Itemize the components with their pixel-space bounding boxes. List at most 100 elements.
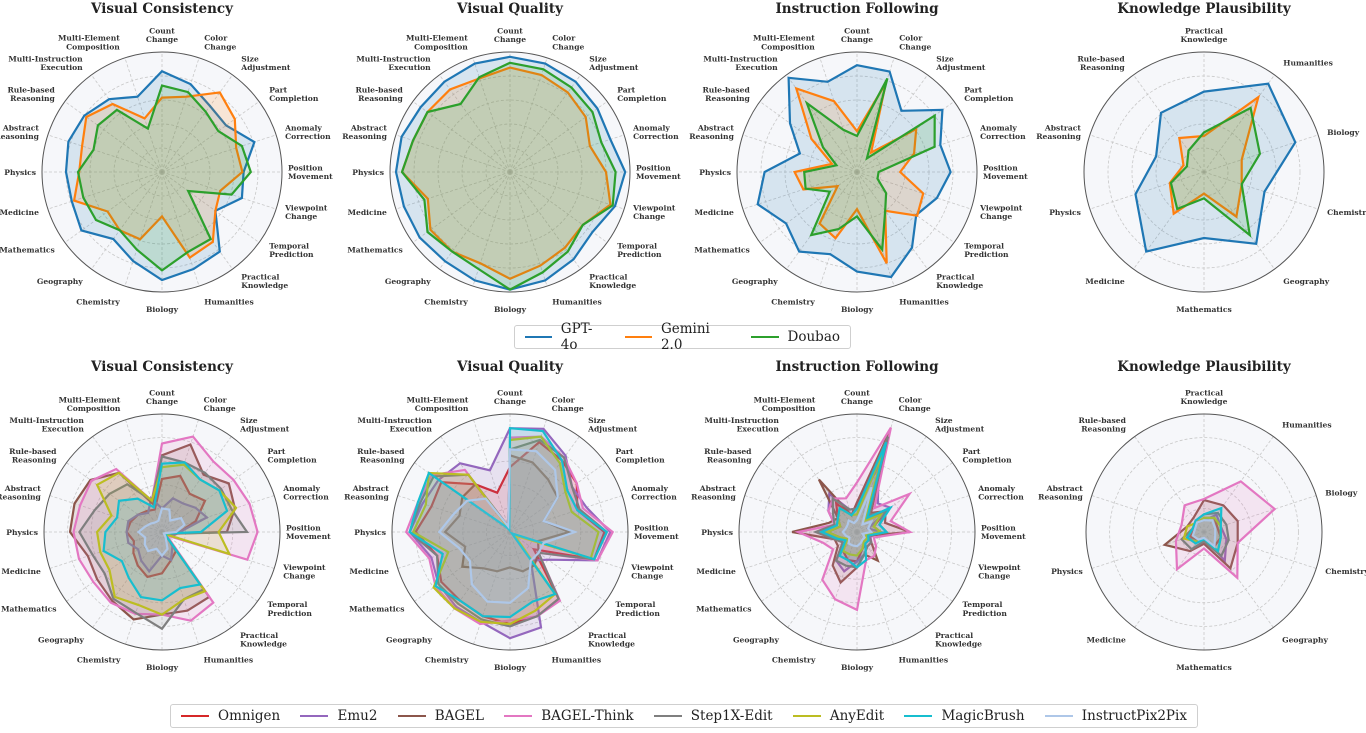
axis-spoke	[91, 171, 163, 270]
axis-spoke	[856, 171, 955, 243]
legend-item-omnigen: Omnigen	[181, 708, 280, 724]
radar-chart-knowledge-plausibility: Practical Knowledge Humanities Biology Chemi…	[1038, 359, 1366, 672]
axis-label-part-completion: Part Completion	[269, 86, 319, 104]
axis-label-rule-based-reasoning: Rule-based Reasoning	[704, 447, 752, 465]
axis-label-mathematics: Mathematics	[1176, 663, 1231, 672]
axis-label-temporal-prediction: Temporal Prediction	[616, 600, 661, 618]
axis-label-rule-based-reasoning: Rule-based Reasoning	[702, 86, 750, 104]
legend-swatch	[792, 715, 821, 717]
axis-label-physics: Physics	[4, 168, 36, 177]
axis-label-medicine: Medicine	[697, 567, 736, 576]
axis-label-humanities: Humanities	[204, 298, 254, 307]
grid-ring	[137, 147, 187, 197]
legend-item-doubao: Doubao	[750, 329, 840, 345]
center-dot	[1202, 530, 1206, 534]
axis-spoke	[47, 134, 163, 173]
axis-label-anomaly-correction: Anomaly Correction	[977, 484, 1024, 502]
axis-label-size-adjustment: Size Adjustment	[240, 54, 291, 72]
chart-title: Knowledge Plausibility	[1117, 1, 1292, 17]
axis-label-multi-instruction-execution: Multi-Instruction Execution	[358, 416, 433, 434]
axis-label-humanities: Humanities	[899, 298, 949, 307]
axis-spoke	[1203, 74, 1275, 173]
axis-spoke	[1133, 171, 1205, 270]
chart-title: Instruction Following	[775, 1, 939, 17]
axis-label-part-completion: Part Completion	[268, 447, 318, 465]
axis-label-count-change: Count Change	[146, 389, 178, 407]
axis-spoke	[856, 171, 895, 287]
axis-label-chemistry: Chemistry	[772, 656, 816, 665]
axis-spoke	[1089, 171, 1205, 210]
axis-label-anomaly-correction: Anomaly Correction	[630, 484, 677, 502]
center-dot	[855, 530, 859, 534]
axis-label-physics: Physics	[352, 168, 384, 177]
legend-swatch	[181, 715, 209, 717]
legend-item-gemini: Gemini 2.0	[625, 321, 732, 353]
axis-label-multi-element-composition: Multi-Element Composition	[406, 34, 468, 52]
axis-spoke	[509, 171, 625, 210]
axis-spoke	[856, 57, 895, 173]
axis-label-chemistry: Chemistry	[1325, 567, 1366, 576]
axis-spoke	[472, 171, 511, 287]
legend-item-instructpix2pix: InstructPix2Pix	[1044, 708, 1187, 724]
axis-label-color-change: Color Change	[899, 396, 931, 414]
axis-label-count-change: Count Change	[146, 27, 178, 45]
axis-label-viewpoint-change: Viewpoint Change	[977, 563, 1021, 581]
axis-label-rule-based-reasoning: Rule-based Reasoning	[355, 86, 403, 104]
axis-spoke	[759, 101, 858, 173]
axis-label-humanities: Humanities	[552, 298, 602, 307]
legend-swatch	[300, 715, 329, 717]
axis-spoke	[509, 101, 608, 173]
outer-ring	[1085, 413, 1323, 651]
axis-label-geography: Geography	[732, 277, 778, 286]
axis-label-multi-element-composition: Multi-Element Composition	[753, 34, 815, 52]
axis-label-size-adjustment: Size Adjustment	[934, 416, 985, 434]
legend-item-anyedit: AnyEdit	[792, 708, 884, 724]
axis-label-size-adjustment: Size Adjustment	[935, 54, 986, 72]
axis-label-geography: Geography	[733, 635, 779, 644]
axis-spoke	[1203, 171, 1319, 210]
axis-label-anomaly-correction: Anomaly Correction	[979, 124, 1026, 142]
axis-label-biology: Biology	[841, 305, 874, 314]
axis-label-humanities: Humanities	[204, 656, 254, 665]
axis-label-chemistry: Chemistry	[1327, 208, 1366, 217]
axis-spoke	[439, 74, 511, 173]
axis-spoke	[1089, 134, 1205, 173]
axis-label-position-movement: Position Movement	[636, 164, 681, 182]
axis-spoke	[161, 171, 277, 210]
axis-spoke	[856, 101, 955, 173]
axis-label-temporal-prediction: Temporal Prediction	[268, 600, 313, 618]
axis-label-color-change: Color Change	[552, 34, 584, 52]
legend-label: GPT-4o	[560, 321, 593, 353]
grid-ring	[67, 437, 257, 627]
axis-label-count-change: Count Change	[494, 389, 526, 407]
axis-spoke	[509, 171, 608, 243]
axis-label-practical-knowledge: Practical Knowledge	[240, 631, 287, 649]
axis-label-size-adjustment: Size Adjustment	[588, 54, 639, 72]
legend-label: InstructPix2Pix	[1081, 708, 1187, 724]
axis-label-mathematics: Mathematics	[349, 605, 404, 614]
axis-label-physics: Physics	[354, 528, 386, 537]
axis-label-viewpoint-change: Viewpoint Change	[632, 204, 676, 222]
axis-label-geography: Geography	[385, 277, 431, 286]
axis-label-practical-knowledge: Practical Knowledge	[241, 273, 288, 291]
radar-chart-knowledge-plausibility: Practical Knowledge Humanities Biology Chemi…	[1036, 1, 1366, 314]
grid-ring	[485, 147, 535, 197]
axis-label-size-adjustment: Size Adjustment	[239, 416, 290, 434]
axis-spoke	[161, 57, 200, 173]
axis-label-mathematics: Mathematics	[1, 605, 56, 614]
axis-label-mathematics: Mathematics	[694, 246, 749, 255]
axis-spoke	[64, 101, 163, 173]
axis-label-geography: Geography	[386, 635, 432, 644]
axis-spoke	[161, 171, 260, 243]
legend-swatch	[525, 336, 552, 338]
axis-label-practical-knowledge: Practical Knowledge	[589, 273, 636, 291]
legend-item-bagel: BAGEL	[397, 708, 484, 724]
chart-title: Instruction Following	[775, 359, 939, 375]
